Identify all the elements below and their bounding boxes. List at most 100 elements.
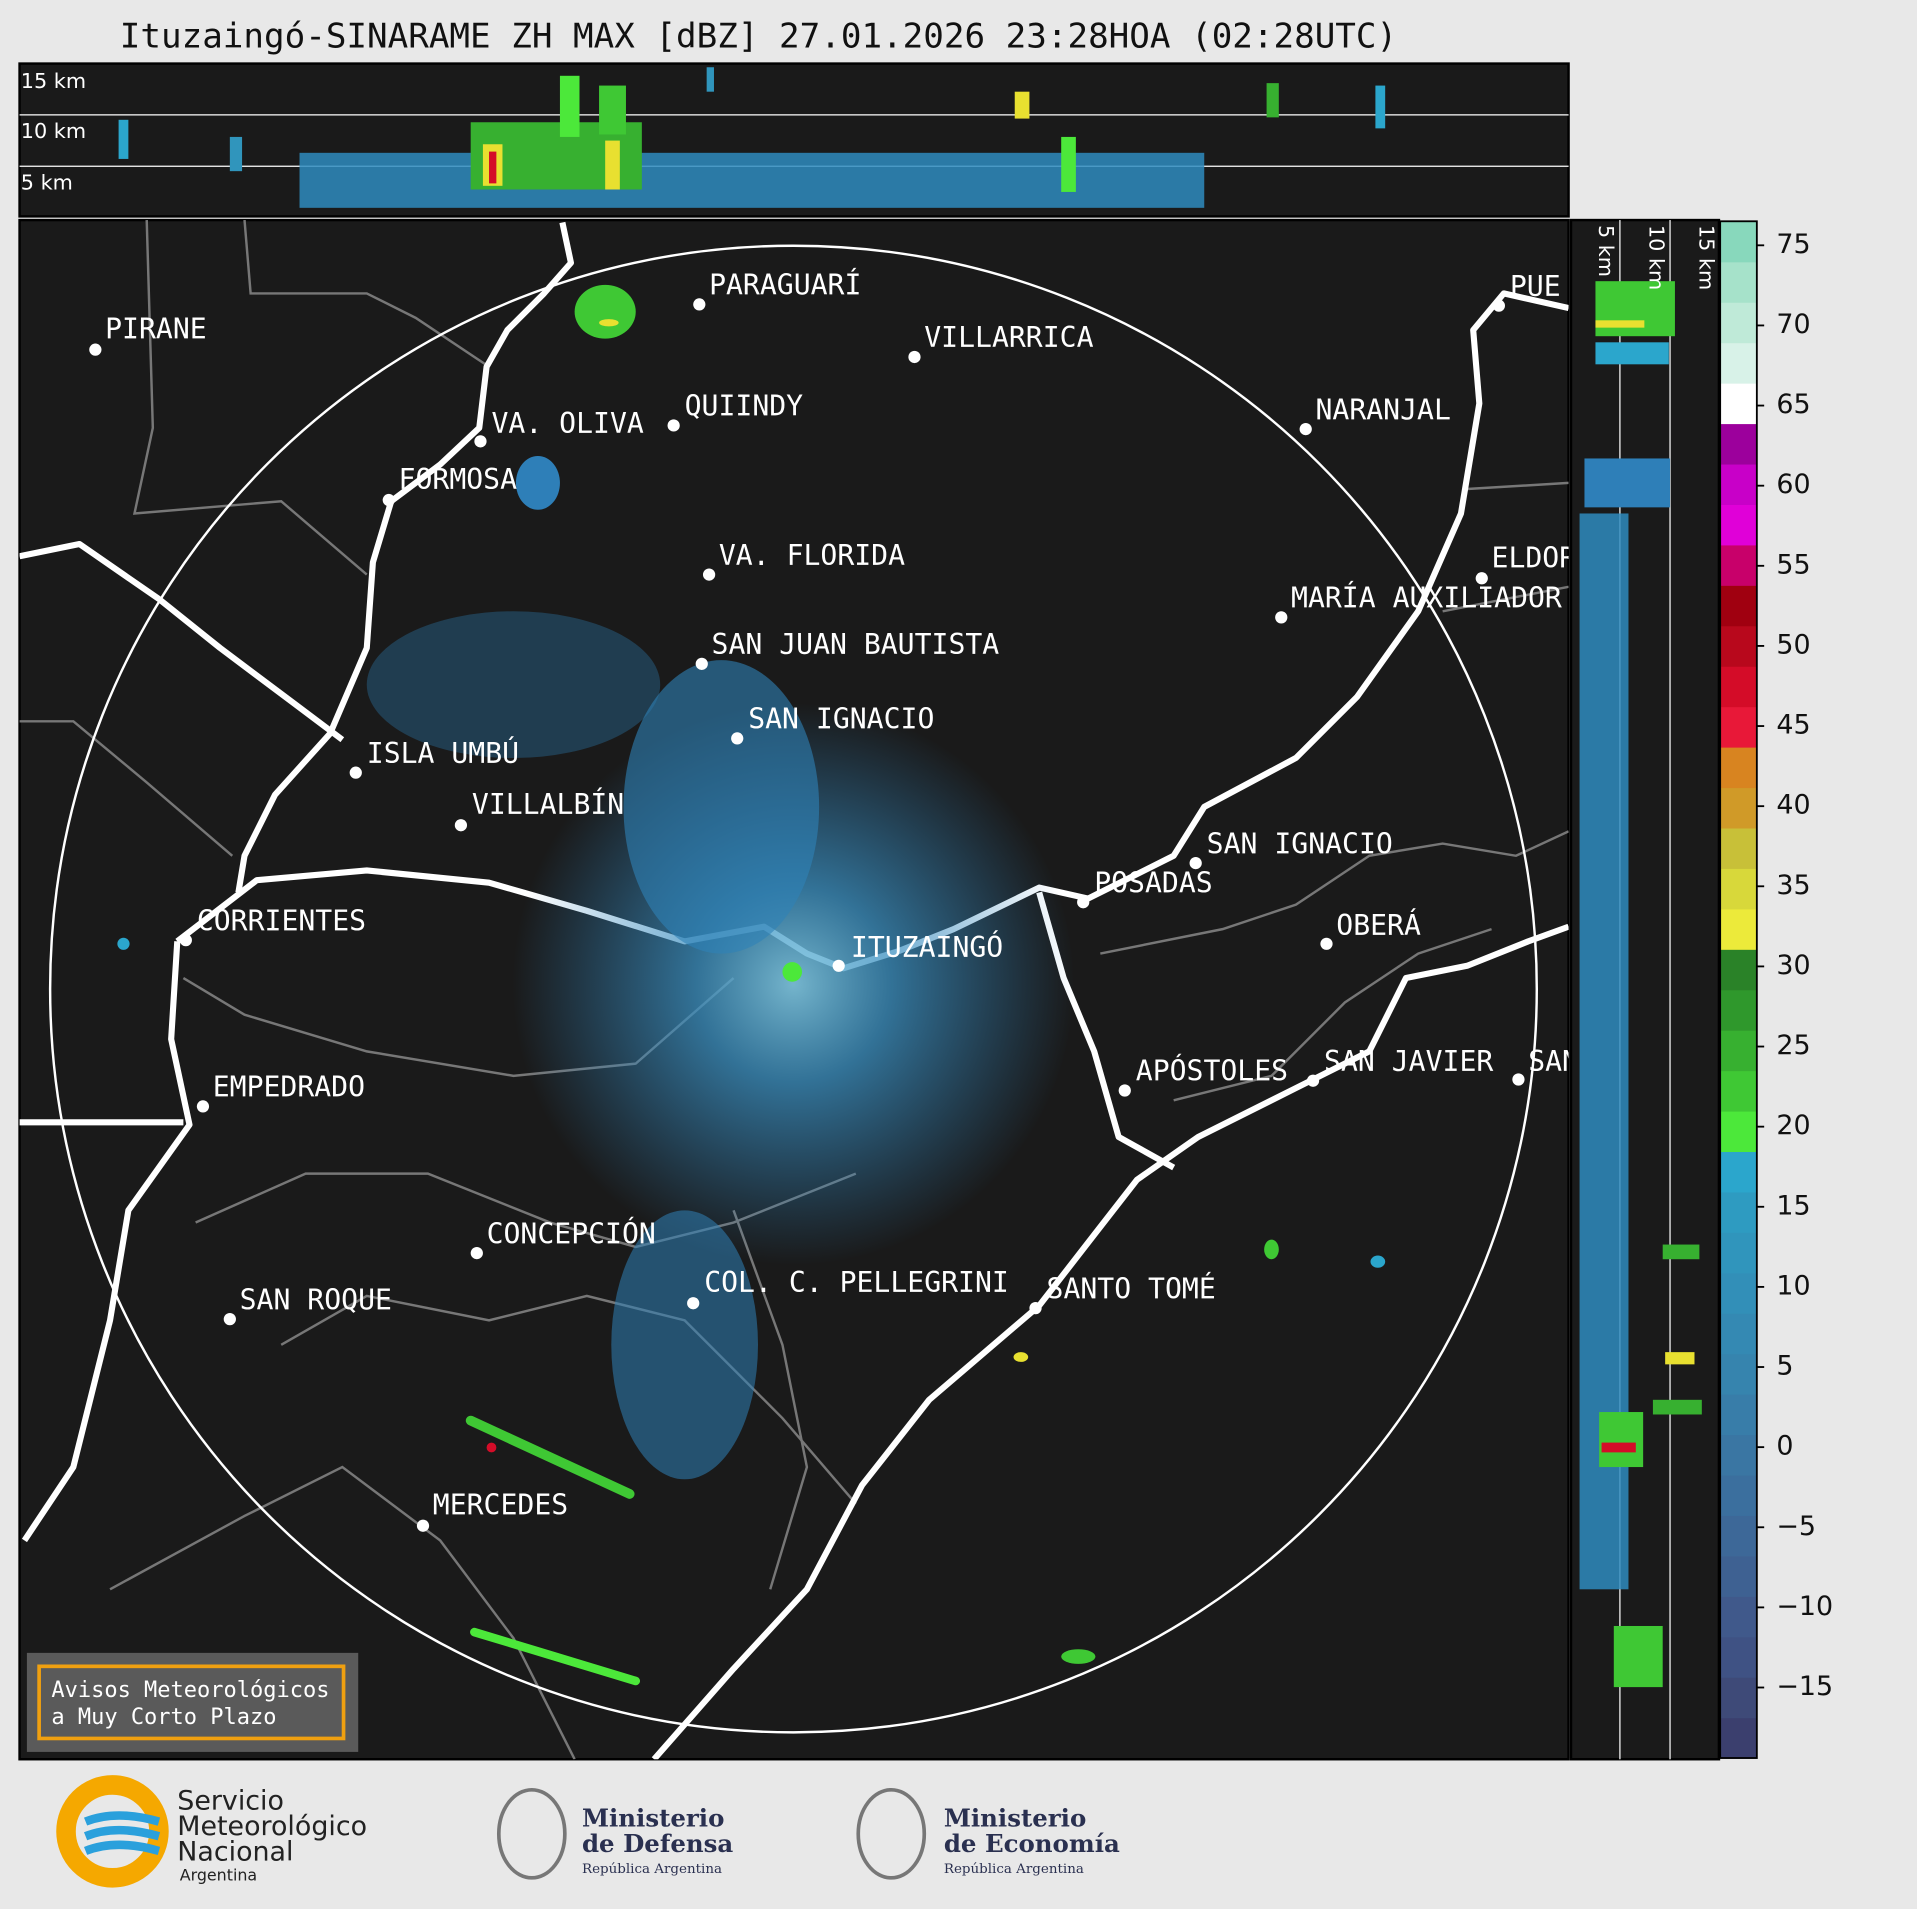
colorbar-tick-label: 50 xyxy=(1776,629,1810,660)
colorbar-tick-label: 65 xyxy=(1776,389,1810,420)
colorbar-segment xyxy=(1720,302,1757,344)
warning-box: Avisos Meteorológicos a Muy Corto Plazo xyxy=(26,1652,359,1752)
radar-echoes xyxy=(117,284,1386,1686)
height-label: 15 km xyxy=(21,69,86,93)
city-label: APÓSTOLES xyxy=(1136,1054,1288,1088)
city-label: COL. C. PELLEGRINI xyxy=(704,1266,1009,1299)
colorbar-tick-label: 70 xyxy=(1776,309,1810,340)
city-label: CONCEPCIÓN xyxy=(487,1216,656,1250)
colorbar-segment xyxy=(1720,625,1757,667)
city-label: SAN JUAN BAUTISTA xyxy=(712,628,1000,661)
city-label: QUIINDY xyxy=(685,390,804,423)
colorbar-tick-label: 30 xyxy=(1776,950,1810,981)
colorbar-segment xyxy=(1720,1474,1757,1516)
city-label: SAN IGNACIO xyxy=(748,703,934,736)
height-label: 10 km xyxy=(1644,225,1668,290)
colorbar-segment xyxy=(1720,908,1757,950)
logos: Servicio Meteorológico Nacional Argentin… xyxy=(56,1775,1120,1888)
city-label: PUE xyxy=(1510,270,1561,303)
colorbar-tick-label: 15 xyxy=(1776,1190,1810,1221)
side-panel: 5 km 10 km 15 km xyxy=(1569,218,1721,1761)
colorbar-segment xyxy=(1720,383,1757,425)
logo-text: Servicio xyxy=(177,1785,284,1816)
colorbar-tick-label: 55 xyxy=(1776,549,1810,580)
colorbar-segment xyxy=(1720,706,1757,748)
colorbar-segment xyxy=(1720,989,1757,1031)
city-label: SAN ROQUE xyxy=(240,1283,392,1316)
colorbar-segment xyxy=(1720,1717,1757,1759)
colorbar-segment xyxy=(1720,463,1757,505)
colorbar-tick-label: 5 xyxy=(1776,1351,1793,1382)
city-label: MERCEDES xyxy=(433,1489,568,1522)
colorbar-segment xyxy=(1720,1353,1757,1395)
city-label: OBERÁ xyxy=(1336,908,1421,942)
city-label: SAN IGNACIO xyxy=(1207,827,1393,860)
colorbar-segment xyxy=(1720,1110,1757,1153)
colorbar-segment xyxy=(1720,261,1757,303)
city-label: POSADAS xyxy=(1094,866,1212,899)
height-label: 15 km xyxy=(1694,225,1718,290)
top-panel: 15 km 10 km 5 km xyxy=(18,62,1570,218)
colorbar-tick-label: −5 xyxy=(1776,1511,1816,1542)
colorbar-segment xyxy=(1720,666,1757,708)
colorbar-tick-label: 20 xyxy=(1776,1110,1810,1141)
logo-text: de Economía xyxy=(944,1829,1120,1858)
colorbar-tick-label: 40 xyxy=(1776,790,1810,821)
colorbar-frame xyxy=(1719,220,1758,1759)
city-label: PARAGUARÍ xyxy=(709,268,861,302)
colorbar-segment xyxy=(1720,827,1757,869)
colorbar-segment xyxy=(1720,423,1757,465)
colorbar-segment xyxy=(1720,585,1757,627)
logo-text: Meteorológico xyxy=(177,1811,367,1842)
map: PIRANE PARAGUARÍ VILLARRICA QUIINDY VA. … xyxy=(18,218,1579,1761)
colorbar-segment xyxy=(1720,1151,1757,1193)
city-label: PIRANE xyxy=(105,313,207,346)
logo-text: República Argentina xyxy=(944,1862,1084,1877)
colorbar-segment xyxy=(1720,1596,1757,1638)
city-label: NARANJAL xyxy=(1315,393,1450,426)
colorbar-segment xyxy=(1720,1555,1757,1597)
colorbar-segment xyxy=(1720,1515,1757,1557)
colorbar-tick-label: −10 xyxy=(1776,1591,1833,1622)
logo-text: Ministerio xyxy=(582,1803,724,1832)
logo-text: Nacional xyxy=(177,1837,293,1868)
city-label: ITUZAINGÓ xyxy=(851,930,1003,964)
colorbar-tick-label: 45 xyxy=(1776,710,1810,741)
colorbar-segment xyxy=(1720,504,1757,546)
colorbar-segment xyxy=(1720,1232,1757,1274)
colorbar-tick-label: 35 xyxy=(1776,870,1810,901)
colorbar-segment xyxy=(1720,868,1757,910)
colorbar-segment xyxy=(1720,1636,1757,1678)
colorbar-tick-label: 0 xyxy=(1776,1431,1793,1462)
city-label: SANTO TOMÉ xyxy=(1047,1271,1216,1305)
colorbar-tick-label: 10 xyxy=(1776,1270,1810,1301)
logo-text: de Defensa xyxy=(582,1829,733,1858)
colorbar-segment xyxy=(1720,221,1757,263)
colorbar-segment xyxy=(1720,342,1757,384)
colorbar-segment xyxy=(1720,1272,1757,1314)
colorbar-segment xyxy=(1720,1191,1757,1233)
colorbar-segment xyxy=(1720,787,1757,829)
logo-text: Ministerio xyxy=(944,1803,1086,1832)
city-label: FORMOSA xyxy=(399,463,518,496)
colorbar-tick-label: 60 xyxy=(1776,469,1810,500)
city-label: CORRIENTES xyxy=(197,904,366,937)
city-label: VILLALBÍN xyxy=(472,787,624,821)
colorbar-segment xyxy=(1720,1070,1757,1112)
city-label: VILLARRICA xyxy=(924,321,1093,354)
colorbar-segment xyxy=(1720,1394,1757,1436)
colorbar-segment xyxy=(1720,544,1757,586)
city-label: ISLA UMBÚ xyxy=(367,736,519,770)
city-label: EMPEDRADO xyxy=(213,1071,365,1104)
city-label: VA. OLIVA xyxy=(491,407,643,440)
city-label: MARÍA AUXILIADOR xyxy=(1291,581,1562,615)
city-label: SAN JAVIER xyxy=(1324,1045,1493,1078)
city-label: SAN xyxy=(1528,1045,1579,1078)
height-label: 5 km xyxy=(1594,225,1618,277)
warning-text: Avisos Meteorológicos xyxy=(51,1678,329,1703)
colorbar-tick-label: 75 xyxy=(1776,229,1810,260)
height-label: 5 km xyxy=(21,170,73,194)
colorbar-segment xyxy=(1720,949,1757,991)
